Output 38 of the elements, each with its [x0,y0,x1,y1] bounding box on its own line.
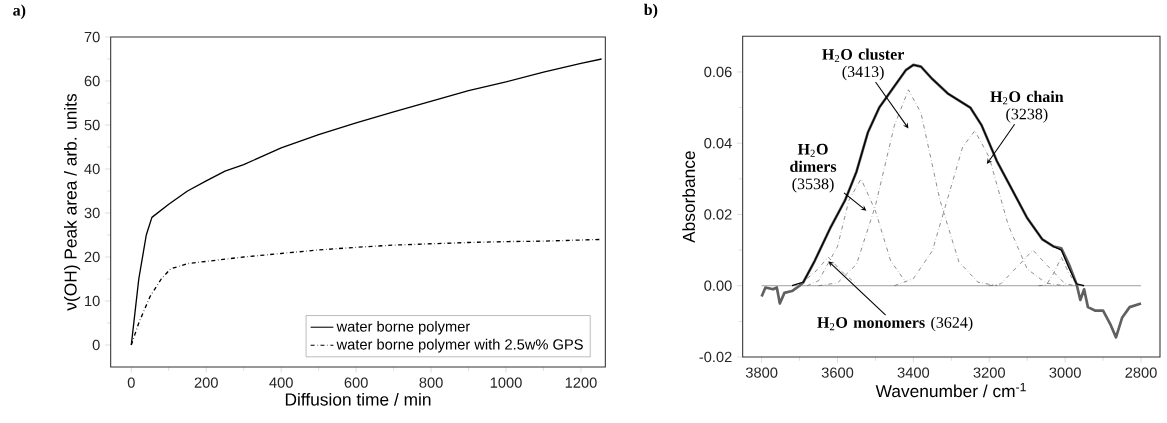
y-tick-label: 10 [85,295,100,307]
annotation: H$_{2}$O dimers (3538) [790,143,837,193]
y-tick-label: 0.04 [704,138,732,149]
x-tick-label: 1200 [565,377,597,388]
y-tick-label: 0.06 [704,66,732,78]
x-tick-label: 400 [269,377,293,388]
y-tick-label: -0.02 [699,351,732,363]
y-tick-label: 30 [84,207,100,219]
x-tick-label: 200 [194,377,218,388]
x-tick-label: 3400 [897,367,930,378]
x-tick-label: 2800 [1125,367,1157,378]
legend-label: water borne polymer [336,320,470,335]
x-axis-title: Diffusion time / min [285,392,431,406]
y-tick-label: 0 [92,339,100,351]
annotation: H$_{2}$O chain (3238) [990,90,1064,123]
x-tick-label: 600 [344,377,368,388]
y-tick-label: 0.02 [704,209,732,220]
annotation: H$_{2}$O cluster (3413) [822,48,904,81]
y-axis-title: ν(OH) Peak area / arb. units [63,93,81,311]
x-tick-label: 800 [419,377,443,388]
legend-label: water borne polymer with 2.5w% GPS [336,338,583,353]
y-tick-label: 70 [84,31,100,43]
y-tick-label: 60 [84,75,100,87]
x-tick-label: 1000 [490,377,522,388]
chart-title: b) [643,3,658,19]
x-tick-label: 3600 [821,367,854,378]
x-tick-label: 3800 [745,367,778,378]
annotation: H$_{2}$O monomers (3624) [817,316,973,332]
x-tick-label: 0 [127,377,135,388]
chart-title: a) [13,4,26,19]
y-tick-label: 0.00 [704,280,732,291]
x-tick-label: 3200 [973,367,1005,378]
y-tick-label: 20 [84,251,100,263]
y-tick-label: 50 [84,119,100,131]
x-tick-label: 3000 [1049,367,1081,378]
y-axis-title: Absorbance [682,151,696,243]
y-tick-label: 40 [84,163,100,175]
x-axis-title: Wavenumber / cm$^{-1}$ [875,382,1026,398]
